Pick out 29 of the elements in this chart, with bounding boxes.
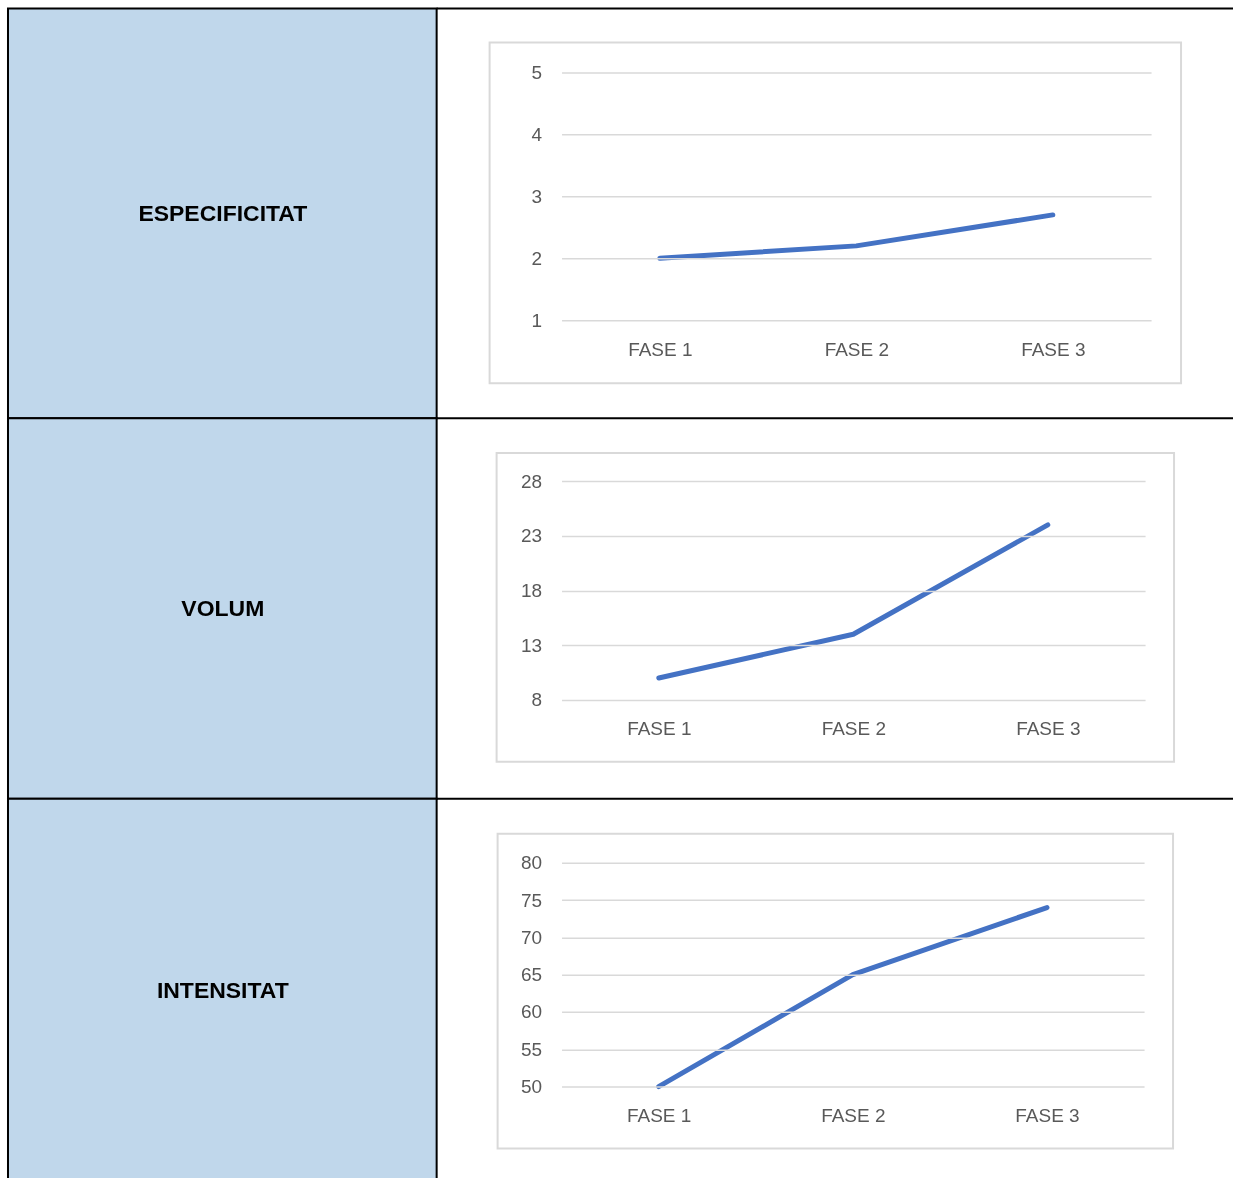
- y-tick-label: 13: [520, 634, 543, 656]
- x-tick-label: FASE 1: [626, 1105, 692, 1127]
- y-tick-label: 65: [520, 964, 543, 986]
- y-tick-label: 70: [520, 926, 543, 948]
- y-tick-label: 18: [520, 580, 543, 601]
- y-tick-label: 2: [531, 247, 543, 269]
- y-tick-label: 50: [520, 1076, 543, 1098]
- y-tick-label: 3: [531, 185, 543, 207]
- x-tick-label: FASE 2: [824, 338, 889, 360]
- y-axis-title: ESPECIFICITAT: [138, 199, 308, 226]
- y-tick-label: 1: [531, 309, 543, 331]
- y-tick-label: 23: [520, 525, 543, 547]
- x-tick-label: FASE 1: [627, 718, 692, 740]
- x-tick-label: FASE 3: [1015, 1105, 1080, 1127]
- y-tick-label: 60: [520, 1001, 543, 1023]
- x-tick-label: FASE 3: [1016, 718, 1081, 740]
- y-axis-title: INTENSITAT: [156, 976, 289, 1003]
- y-tick-label: 55: [520, 1038, 543, 1060]
- y-axis-title: VOLUM: [181, 594, 265, 621]
- x-tick-label: FASE 2: [821, 718, 886, 740]
- y-tick-label: 8: [531, 689, 543, 711]
- y-tick-label: 80: [520, 852, 543, 874]
- y-tick-label: 28: [520, 470, 543, 492]
- x-tick-label: FASE 1: [628, 338, 693, 360]
- x-tick-label: FASE 3: [1021, 338, 1086, 360]
- y-tick-label: 5: [531, 61, 543, 83]
- y-tick-label: 4: [531, 123, 543, 145]
- x-tick-label: FASE 2: [821, 1105, 886, 1127]
- y-tick-label: 75: [520, 889, 543, 911]
